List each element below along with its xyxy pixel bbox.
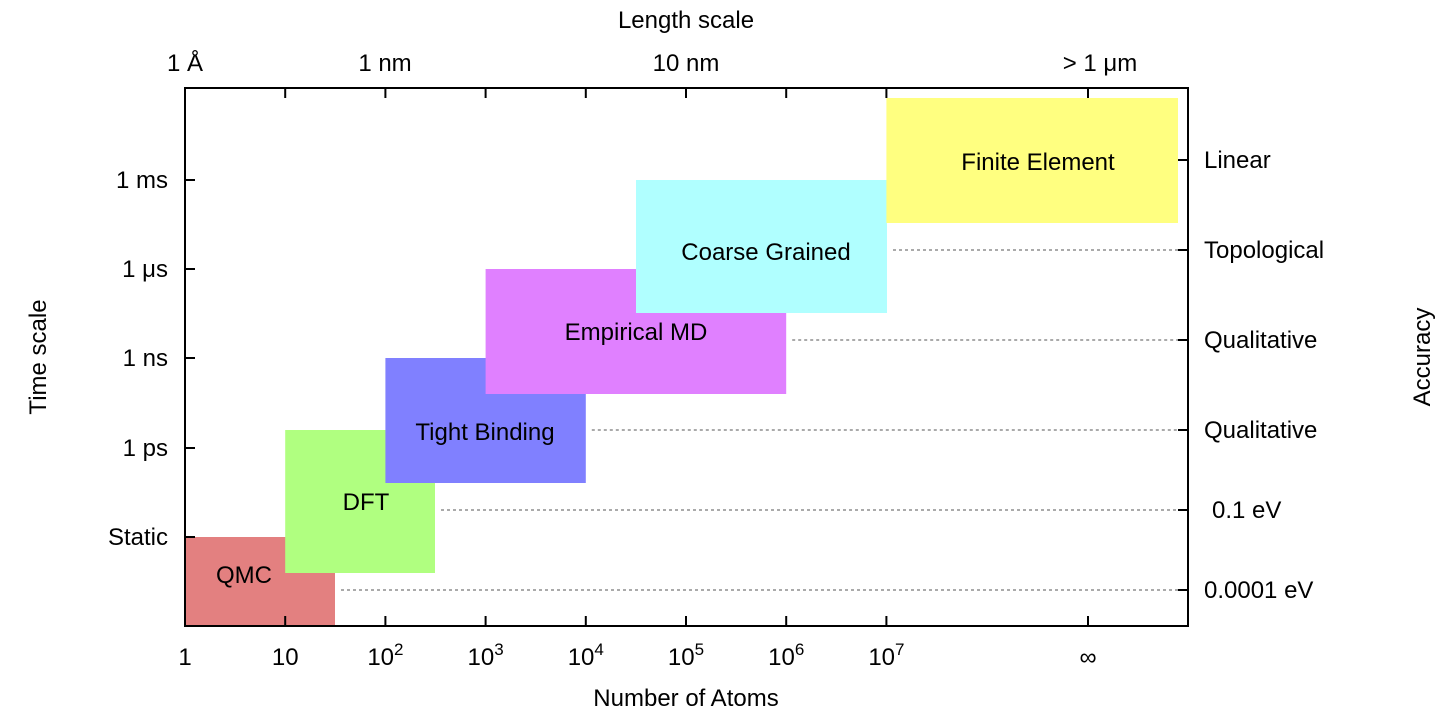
top-tick-label: 10 nm — [653, 50, 720, 77]
method-label: Empirical MD — [565, 319, 708, 346]
x-tick-label: ∞ — [1079, 644, 1096, 671]
method-label: Tight Binding — [415, 419, 554, 446]
x-tick-exponent: 2 — [394, 640, 403, 659]
x-tick-base: 1 — [178, 644, 191, 671]
x-tick-label: 103 — [468, 640, 504, 671]
x-tick-base: 10 — [468, 644, 495, 671]
method-box — [636, 180, 887, 313]
right-axis-title: Accuracy — [1409, 308, 1436, 407]
y-tick-label: 1 ps — [123, 435, 168, 462]
method-label: QMC — [216, 562, 272, 589]
x-tick-label: 106 — [768, 640, 804, 671]
x-tick-base: 10 — [868, 644, 895, 671]
top-tick-label: 1 nm — [358, 50, 411, 77]
x-tick-base: ∞ — [1079, 644, 1096, 671]
top-axis-title: Length scale — [618, 7, 754, 34]
accuracy-label: 0.1 eV — [1212, 497, 1281, 524]
x-tick-base: 10 — [272, 644, 299, 671]
y-tick-label: 1 μs — [122, 256, 168, 283]
x-tick-exponent: 3 — [494, 640, 503, 659]
x-tick-exponent: 4 — [594, 640, 603, 659]
top-tick-label: > 1 μm — [1063, 50, 1138, 77]
method-label: Finite Element — [961, 149, 1115, 176]
x-tick-exponent: 6 — [795, 640, 804, 659]
y-tick-label: 1 ns — [123, 345, 168, 372]
method-boxes: QMC DFT Tight Binding Empirical MD Coarse Gr… — [185, 98, 1178, 626]
x-tick-exponent: 5 — [695, 640, 704, 659]
axis-ticks — [185, 88, 1188, 626]
y-tick-label: 1 ms — [116, 167, 168, 194]
accuracy-label: Topological — [1204, 237, 1324, 264]
x-tick-label: 10 — [272, 644, 299, 671]
accuracy-label: Linear — [1204, 147, 1271, 174]
x-tick-base: 10 — [568, 644, 595, 671]
top-tick-label: 1 Å — [167, 49, 203, 77]
method-box — [886, 98, 1178, 223]
y-tick-label: Static — [108, 524, 168, 551]
x-tick-label: 102 — [367, 640, 403, 671]
x-tick-label: 1 — [178, 644, 191, 671]
method-label: Coarse Grained — [681, 239, 850, 266]
x-tick-base: 10 — [367, 644, 394, 671]
x-tick-label: 107 — [868, 640, 904, 671]
accuracy-leader-lines — [341, 249, 1188, 591]
accuracy-label: Qualitative — [1204, 327, 1317, 354]
method-label: DFT — [343, 489, 390, 516]
x-tick-base: 10 — [768, 644, 795, 671]
x-tick-label: 105 — [668, 640, 704, 671]
accuracy-label: 0.0001 eV — [1204, 577, 1313, 604]
x-axis-title: Number of Atoms — [593, 685, 778, 712]
y-axis-title: Time scale — [25, 299, 52, 414]
x-tick-exponent: 7 — [895, 640, 904, 659]
x-tick-base: 10 — [668, 644, 695, 671]
accuracy-label: Qualitative — [1204, 417, 1317, 444]
x-tick-label: 104 — [568, 640, 604, 671]
